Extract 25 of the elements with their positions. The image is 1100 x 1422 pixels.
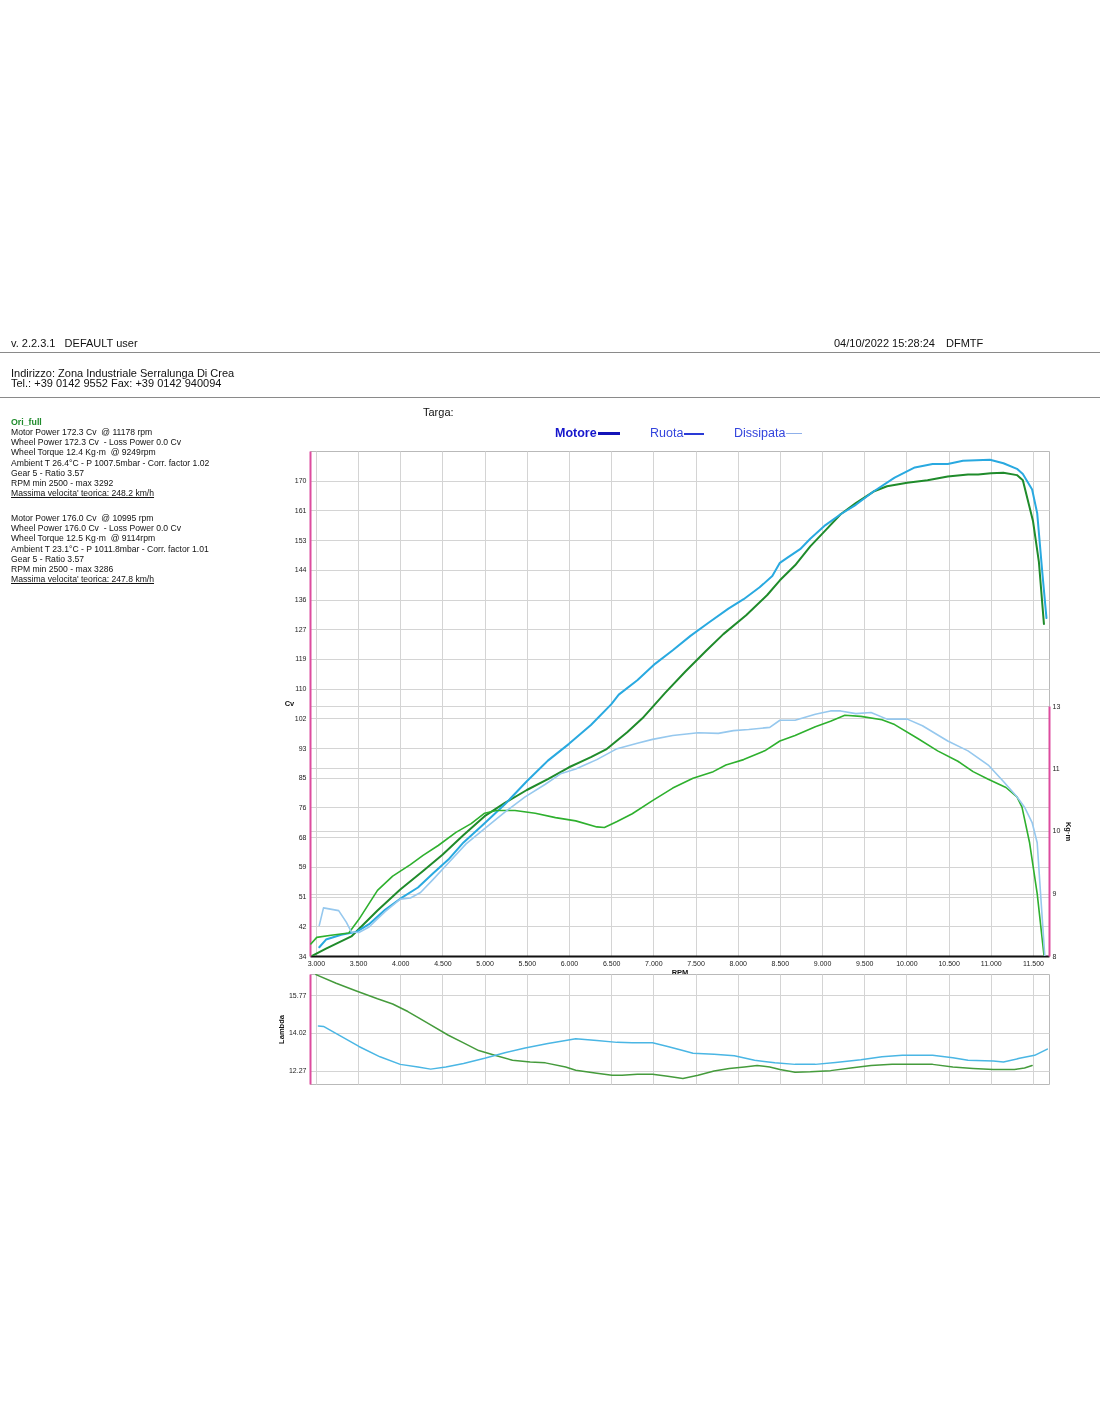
text: RPM min 2500 - max 3292 xyxy=(11,478,114,489)
text: Ori_full xyxy=(11,417,42,427)
text: Motor Power 172.3 Cv @ 11178 rpm xyxy=(11,427,153,438)
text: Indirizzo: Zona Industriale Serralunga Di Crea xyxy=(11,367,235,379)
line-series xyxy=(315,974,1033,1080)
text: DFMTF xyxy=(946,337,984,349)
text: Motor Power 176.0 Cv @ 10995 rpm xyxy=(11,513,154,524)
text: Motore xyxy=(555,426,597,440)
text: Massima velocita' teorica: 248.2 km/h xyxy=(11,488,155,499)
text: Wheel Torque 12.4 Kg·m @ 9249rpm xyxy=(11,447,156,458)
text: Massima velocita' teorica: 247.8 km/h xyxy=(11,574,155,585)
text: Wheel Torque 12.5 Kg·m @ 9114rpm xyxy=(11,533,156,544)
text: Wheel Power 172.3 Cv - Loss Power 0.0 Cv xyxy=(11,437,182,448)
text: Gear 5 - Ratio 3.57 xyxy=(11,553,85,564)
chart-subtitle: Targa: xyxy=(423,406,454,418)
text: Wheel Power 176.0 Cv - Loss Power 0.0 Cv xyxy=(11,523,182,534)
line-series xyxy=(317,1025,1049,1070)
text: Ruota xyxy=(650,426,684,440)
text: Ambient T 26.4°C - P 1007.5mbar - Corr. factor 1.02 xyxy=(11,457,210,468)
text: v. 2.2.3.1 DEFAULT user xyxy=(11,337,138,349)
text: 04/10/2022 15:28:24 xyxy=(834,337,935,349)
text: RPM min 2500 - max 3286 xyxy=(11,564,114,575)
text: Ambient T 23.1°C - P 1011.8mbar - Corr. factor 1.01 xyxy=(11,543,209,554)
text: Dissipata xyxy=(734,426,786,440)
text: Gear 5 - Ratio 3.57 xyxy=(11,467,85,478)
